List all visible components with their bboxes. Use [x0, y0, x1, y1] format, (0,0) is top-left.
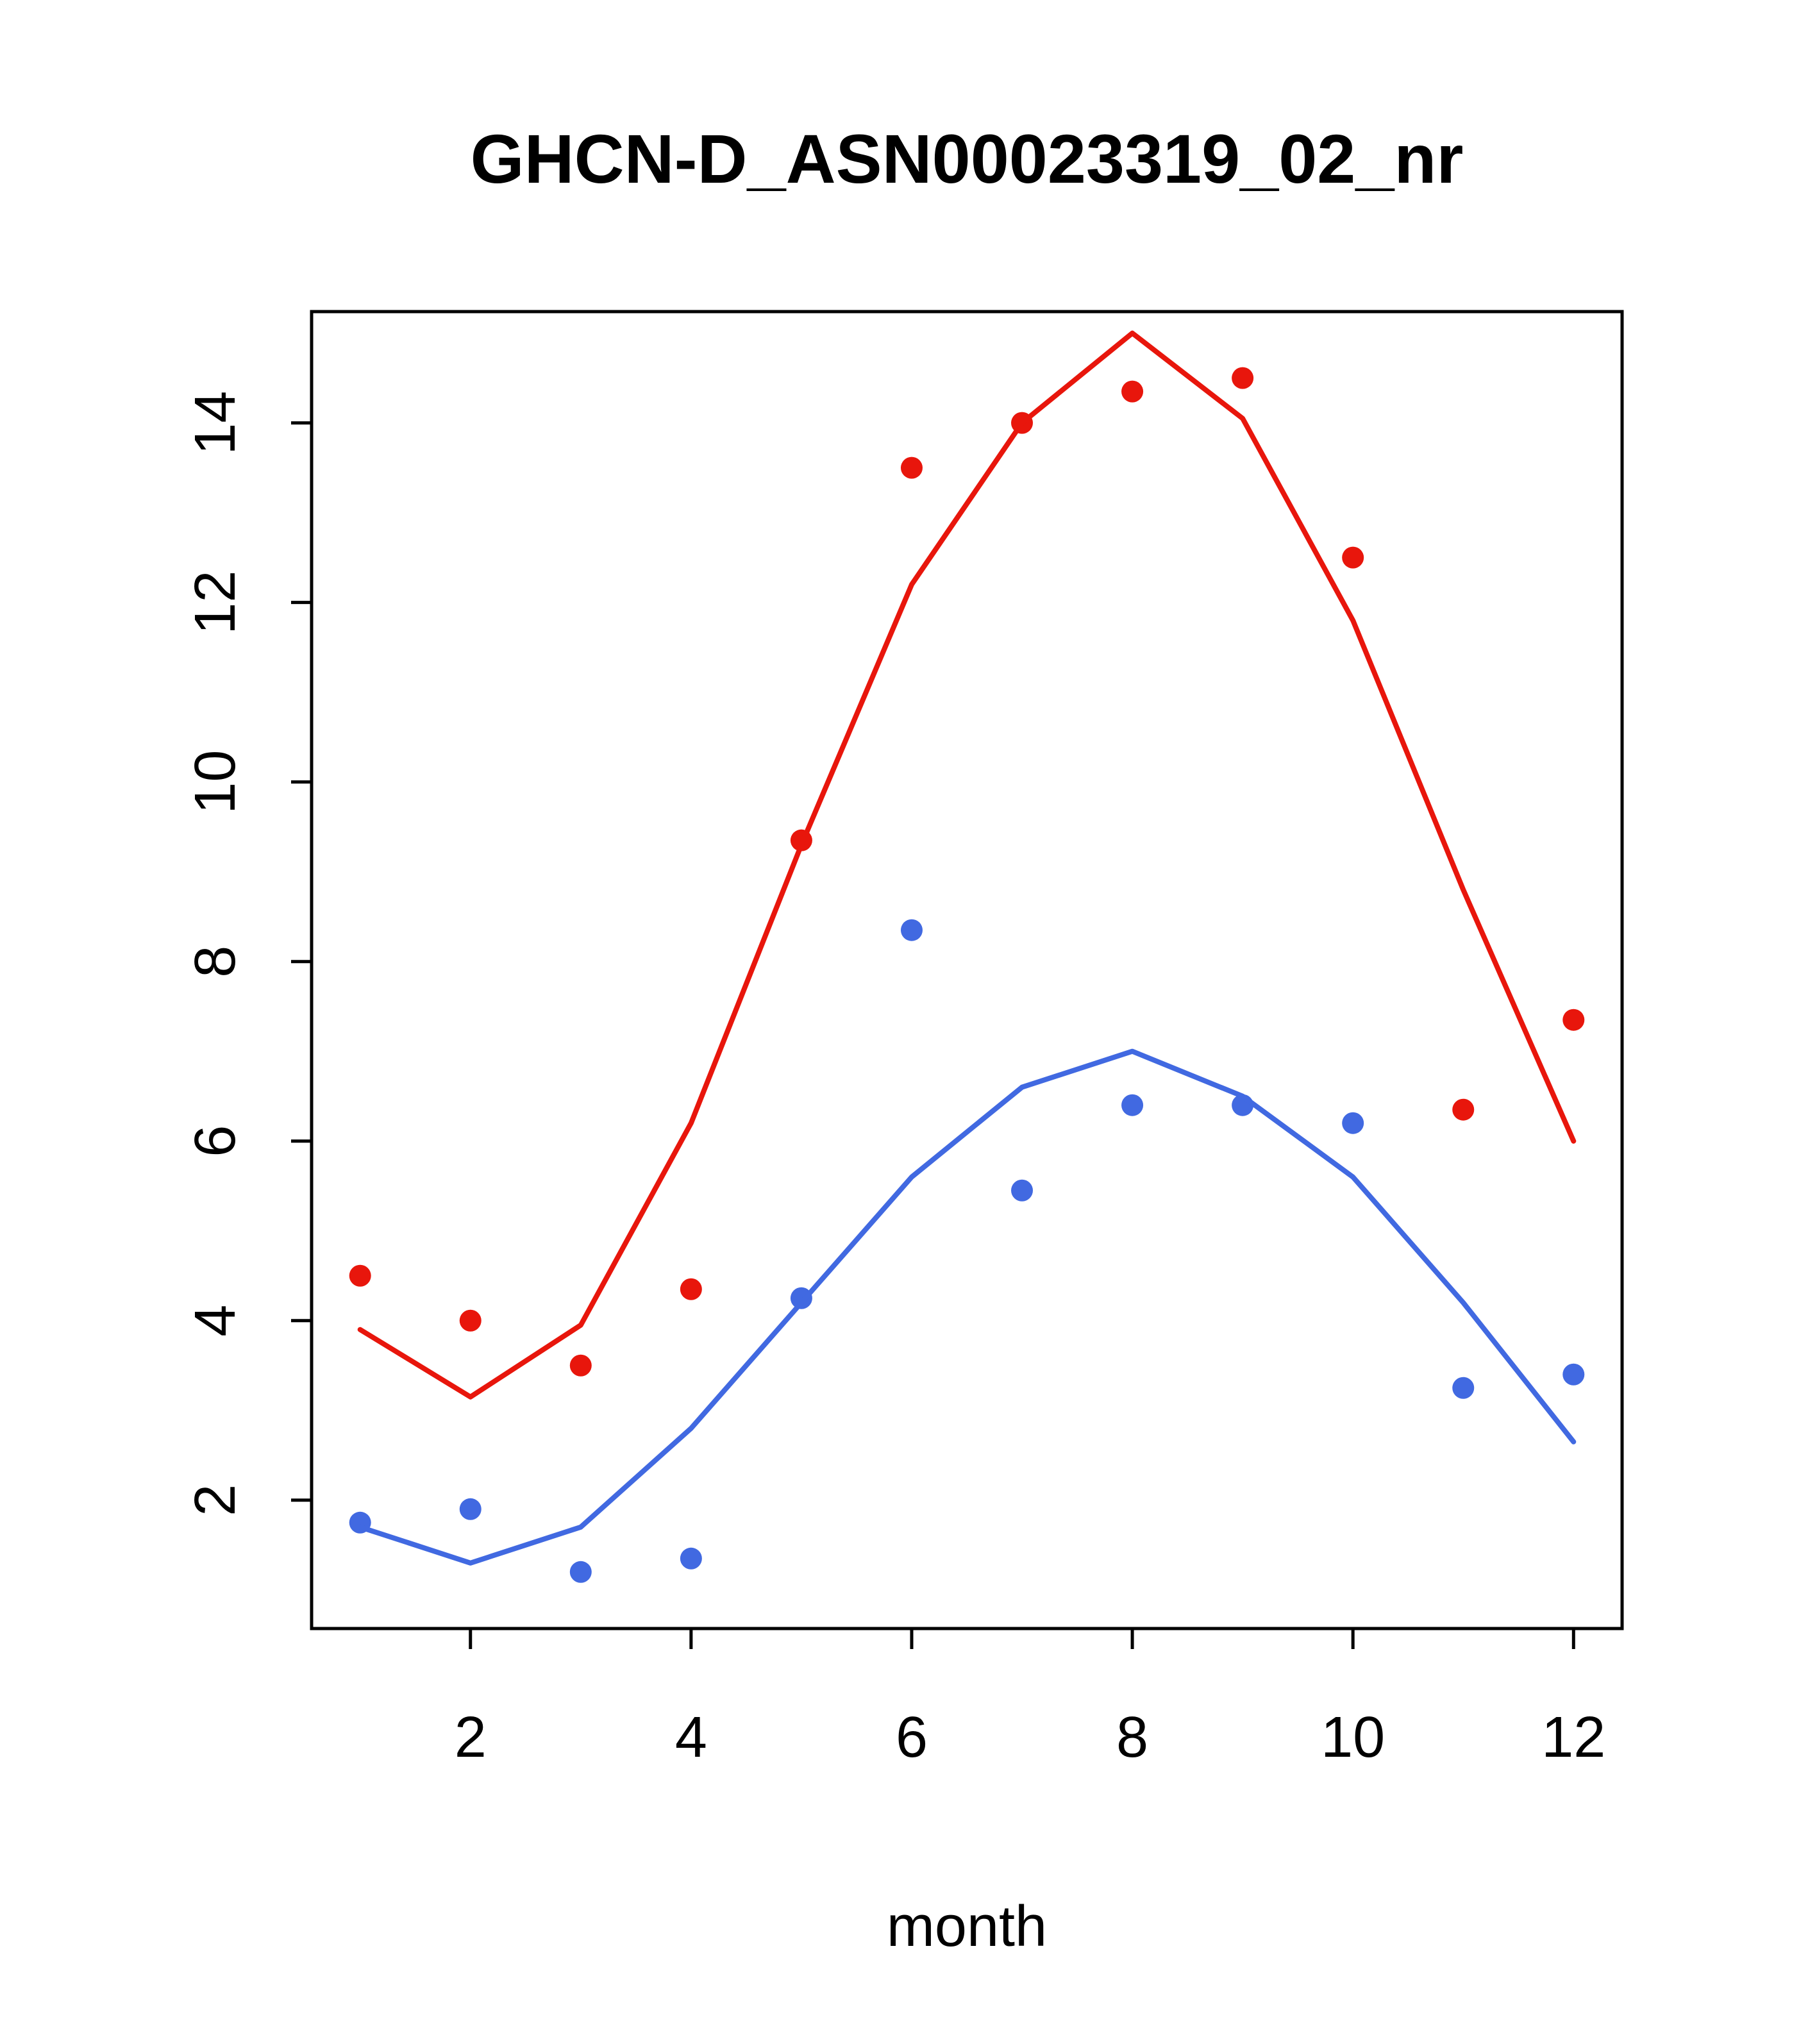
red-observed-points-point	[1232, 367, 1254, 389]
blue-observed-points-point	[459, 1498, 481, 1520]
y-tick-label: 6	[183, 1125, 247, 1157]
blue-observed-points-point	[1011, 1179, 1034, 1202]
y-tick-label: 2	[183, 1484, 247, 1516]
x-tick-label: 10	[1321, 1705, 1385, 1770]
red-observed-points-point	[1121, 380, 1144, 403]
x-tick-label: 4	[675, 1705, 707, 1770]
red-observed-points-point	[459, 1309, 481, 1332]
red-observed-points-point	[680, 1278, 702, 1300]
chart-title: GHCN-D_ASN00023319_02_nr	[471, 120, 1464, 197]
blue-observed-points-point	[1452, 1377, 1475, 1399]
plot-border	[310, 310, 1624, 1630]
y-tick-label: 10	[183, 750, 247, 814]
x-tick-label: 8	[1116, 1705, 1148, 1770]
y-tick-label: 4	[183, 1305, 247, 1337]
x-tick-label: 2	[455, 1705, 487, 1770]
red-observed-points-point	[1562, 1009, 1585, 1031]
y-tick-label: 14	[183, 391, 247, 455]
red-observed-points-point	[1342, 546, 1364, 569]
red-observed-points-point	[569, 1354, 592, 1377]
blue-observed-points-point	[1562, 1363, 1585, 1386]
x-tick-label: 6	[896, 1705, 928, 1770]
blue-observed-points-point	[680, 1547, 702, 1570]
red-observed-points-point	[900, 457, 923, 479]
blue-observed-points-point	[1121, 1094, 1144, 1116]
blue-trend-line	[357, 1048, 1577, 1566]
series-layer	[349, 330, 1585, 1583]
x-axis-label: month	[887, 1895, 1047, 1959]
blue-observed-points-point	[569, 1561, 592, 1583]
red-trend-line	[357, 330, 1577, 1400]
axes-layer: 2 4 6 8 10 12 2 4 6 8 10 12 14	[183, 310, 1624, 1770]
x-tick-label: 12	[1541, 1705, 1605, 1770]
y-tick-label: 8	[183, 946, 247, 978]
blue-observed-points-point	[1342, 1112, 1364, 1134]
blue-observed-points-point	[900, 919, 923, 941]
red-observed-points-point	[349, 1264, 371, 1287]
y-tick-label: 12	[183, 571, 247, 635]
red-observed-points-point	[1452, 1098, 1475, 1121]
